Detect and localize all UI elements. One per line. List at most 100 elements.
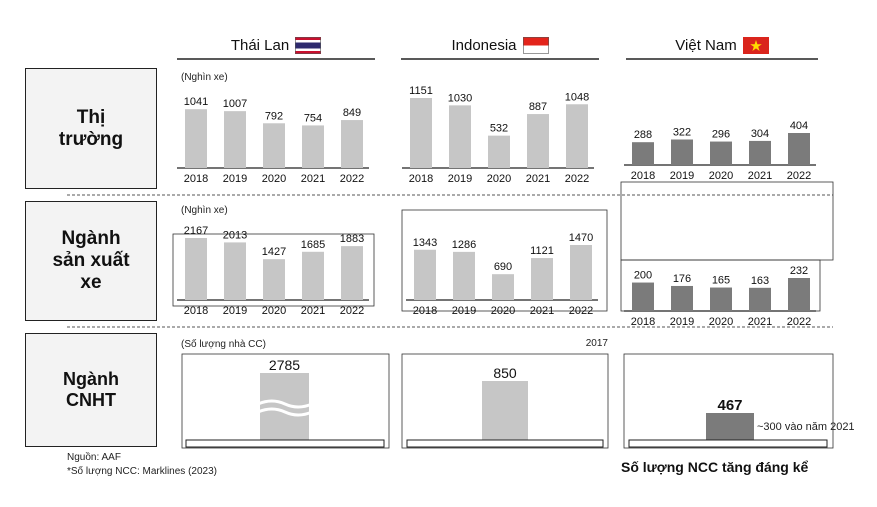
value-label-indonesia-manufacturing-2020: 690 <box>494 261 512 273</box>
tick-label-thailand-market-2018: 2018 <box>184 173 208 185</box>
value-label-thailand-market-2022: 849 <box>343 107 361 119</box>
bar-indonesia-manufacturing-2018 <box>414 249 436 300</box>
footer-source: Nguồn: AAF <box>67 452 121 463</box>
chart-frame <box>67 58 834 449</box>
value-label-vietnam-market-2022: 404 <box>790 120 808 132</box>
bar-vietnam-market-2019 <box>671 139 693 165</box>
unit-label-market: (Nghìn xe) <box>181 72 228 83</box>
bar-thailand-market-2021 <box>302 125 324 168</box>
tick-label-indonesia-market-2020: 2020 <box>487 173 511 185</box>
axis-break-lower-thailand-suppliers <box>257 407 313 417</box>
annotation-vietnam-2021: ~300 vào năm 2021 <box>757 421 855 433</box>
value-label-vietnam-suppliers: 467 <box>717 397 742 414</box>
panel-frame-thailand-manufacturing <box>172 233 375 307</box>
indonesia-flag-icon <box>522 36 549 54</box>
tick-label-indonesia-manufacturing-2018: 2018 <box>413 305 437 317</box>
value-label-thailand-manufacturing-2022: 1883 <box>340 233 364 245</box>
bar-thailand-manufacturing-2018 <box>185 238 207 300</box>
bar-thailand-market-2018 <box>185 109 207 168</box>
bar-indonesia-manufacturing-2022 <box>570 245 592 300</box>
value-label-indonesia-market-2018: 1151 <box>409 85 433 97</box>
axis-break-upper-thailand-suppliers <box>257 399 313 409</box>
value-label-indonesia-manufacturing-2018: 1343 <box>413 237 437 249</box>
value-label-indonesia-manufacturing-2021: 1121 <box>530 245 554 257</box>
bar-indonesia-suppliers <box>482 381 528 440</box>
bar-vietnam-manufacturing-2021 <box>749 287 771 311</box>
value-label-thailand-manufacturing-2018: 2167 <box>184 225 208 237</box>
value-label-indonesia-market-2022: 1048 <box>565 91 589 103</box>
unit-label-manufacturing: (Nghìn xe) <box>181 205 228 216</box>
value-label-indonesia-manufacturing-2019: 1286 <box>452 239 476 251</box>
value-label-indonesia-market-2019: 1030 <box>448 92 472 104</box>
bar-vietnam-market-2020 <box>710 141 732 165</box>
value-label-vietnam-manufacturing-2021: 163 <box>751 275 769 287</box>
tick-label-vietnam-manufacturing-2020: 2020 <box>709 316 733 328</box>
tick-label-indonesia-manufacturing-2020: 2020 <box>491 305 515 317</box>
value-label-indonesia-market-2020: 532 <box>490 123 508 135</box>
tick-label-indonesia-manufacturing-2022: 2022 <box>569 305 593 317</box>
value-label-vietnam-manufacturing-2022: 232 <box>790 265 808 277</box>
tick-label-vietnam-manufacturing-2022: 2022 <box>787 316 811 328</box>
tick-label-indonesia-market-2018: 2018 <box>409 173 433 185</box>
tick-label-vietnam-market-2020: 2020 <box>709 170 733 182</box>
value-label-thailand-market-2021: 754 <box>304 112 322 124</box>
tick-label-thailand-manufacturing-2019: 2019 <box>223 305 247 317</box>
bar-vietnam-manufacturing-2020 <box>710 287 732 311</box>
annotation-indonesia-year: 2017 <box>586 338 609 349</box>
tick-label-thailand-manufacturing-2022: 2022 <box>340 305 364 317</box>
value-label-vietnam-manufacturing-2019: 176 <box>673 273 691 285</box>
tick-label-vietnam-market-2019: 2019 <box>670 170 694 182</box>
value-label-thailand-manufacturing-2020: 1427 <box>262 246 286 258</box>
header-vietnam-text: Việt Nam <box>675 36 737 54</box>
value-label-vietnam-market-2018: 288 <box>634 129 652 141</box>
tick-label-vietnam-market-2022: 2022 <box>787 170 811 182</box>
panel-frame-indonesia-suppliers <box>401 353 609 449</box>
bar-indonesia-market-2020 <box>488 135 510 168</box>
row-label-market-text: Thị trường <box>58 106 124 150</box>
tick-label-thailand-market-2020: 2020 <box>262 173 286 185</box>
tick-label-vietnam-manufacturing-2021: 2021 <box>748 316 772 328</box>
tick-label-indonesia-market-2022: 2022 <box>565 173 589 185</box>
tick-label-thailand-market-2019: 2019 <box>223 173 247 185</box>
value-label-indonesia-suppliers: 850 <box>493 365 517 381</box>
bar-vietnam-manufacturing-2022 <box>788 278 810 311</box>
value-label-vietnam-market-2021: 304 <box>751 128 769 140</box>
row-label-market: Thị trường <box>25 68 157 189</box>
value-label-thailand-manufacturing-2021: 1685 <box>301 239 325 251</box>
bar-vietnam-market-2022 <box>788 133 810 165</box>
value-label-thailand-market-2019: 1007 <box>223 98 247 110</box>
baseline-indonesia-suppliers <box>406 439 604 448</box>
bar-indonesia-manufacturing-2021 <box>531 258 553 300</box>
panel-frame-thailand-suppliers <box>181 353 390 449</box>
bar-thailand-manufacturing-2021 <box>302 251 324 300</box>
tick-label-thailand-manufacturing-2018: 2018 <box>184 305 208 317</box>
panel-frame-vietnam-market-lower <box>620 181 834 261</box>
tick-label-thailand-market-2021: 2021 <box>301 173 325 185</box>
vietnam-flag-icon <box>742 36 769 54</box>
unit-label-suppliers: (Số lượng nhà CC) <box>181 339 266 350</box>
header-indonesia-text: Indonesia <box>451 36 517 54</box>
value-label-thailand-manufacturing-2019: 2013 <box>223 229 247 241</box>
bar-thailand-market-2022 <box>341 120 363 168</box>
tick-label-vietnam-manufacturing-2019: 2019 <box>670 316 694 328</box>
bar-indonesia-manufacturing-2019 <box>453 251 475 300</box>
bar-vietnam-suppliers <box>706 413 754 440</box>
panel-frame-vietnam-suppliers <box>623 353 834 449</box>
bar-vietnam-market-2018 <box>632 142 654 165</box>
value-label-indonesia-market-2021: 887 <box>529 101 547 113</box>
bar-indonesia-market-2022 <box>566 104 588 168</box>
header-thailand: Thái Lan <box>177 34 375 56</box>
bar-thailand-manufacturing-2022 <box>341 246 363 300</box>
thailand-flag-icon <box>295 36 322 54</box>
footer-note: *Số lượng NCC: Marklines (2023) <box>67 466 217 477</box>
tick-label-indonesia-market-2019: 2019 <box>448 173 472 185</box>
bar-indonesia-market-2018 <box>410 98 432 168</box>
value-label-vietnam-market-2020: 296 <box>712 129 730 141</box>
tick-label-vietnam-manufacturing-2018: 2018 <box>631 316 655 328</box>
bar-vietnam-market-2021 <box>749 140 771 165</box>
tick-label-indonesia-manufacturing-2019: 2019 <box>452 305 476 317</box>
header-thailand-text: Thái Lan <box>230 36 290 54</box>
bar-thailand-market-2020 <box>263 123 285 168</box>
